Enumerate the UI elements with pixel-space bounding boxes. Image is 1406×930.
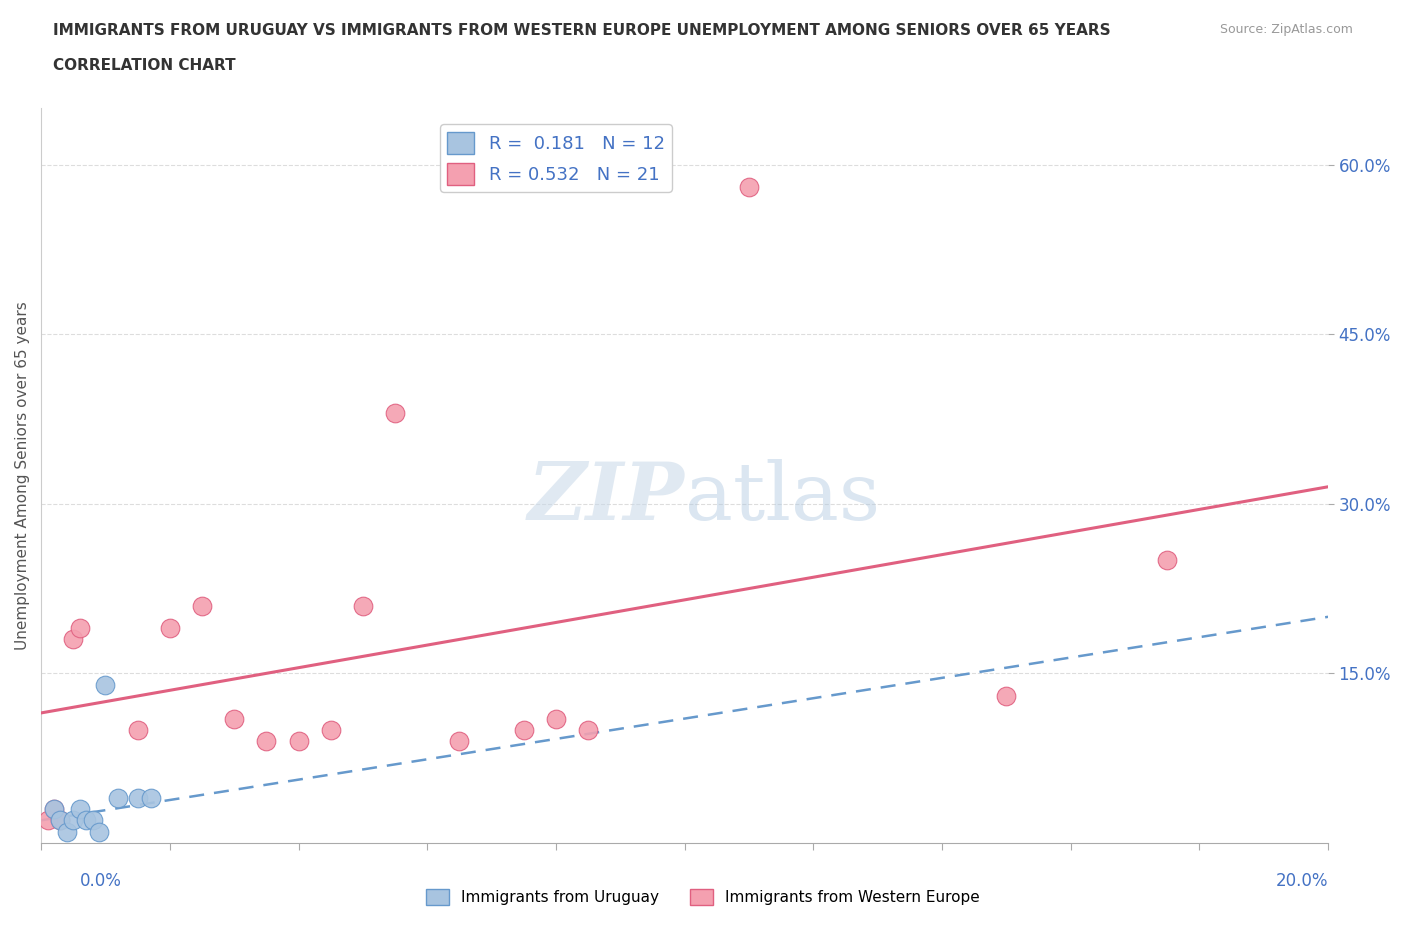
Point — [82, 813, 104, 828]
Point — [107, 790, 129, 805]
Point — [544, 711, 567, 726]
Text: 20.0%: 20.0% — [1277, 872, 1329, 890]
Point — [75, 813, 97, 828]
Text: ZIP: ZIP — [527, 458, 685, 537]
Point — [37, 813, 59, 828]
Text: CORRELATION CHART: CORRELATION CHART — [53, 58, 236, 73]
Point — [352, 598, 374, 613]
Y-axis label: Unemployment Among Seniors over 65 years: Unemployment Among Seniors over 65 years — [15, 301, 30, 650]
Point — [62, 632, 84, 647]
Point — [1156, 552, 1178, 567]
Point — [449, 734, 471, 749]
Point — [995, 688, 1018, 703]
Point — [94, 677, 117, 692]
Point — [69, 802, 91, 817]
Point — [224, 711, 246, 726]
Point — [87, 824, 110, 839]
Point — [139, 790, 162, 805]
Text: atlas: atlas — [685, 458, 880, 537]
Point — [62, 813, 84, 828]
Text: Source: ZipAtlas.com: Source: ZipAtlas.com — [1219, 23, 1353, 36]
Point — [127, 723, 149, 737]
Point — [254, 734, 277, 749]
Point — [127, 790, 149, 805]
Legend: Immigrants from Uruguay, Immigrants from Western Europe: Immigrants from Uruguay, Immigrants from… — [420, 883, 986, 911]
Point — [287, 734, 309, 749]
Point — [576, 723, 599, 737]
Point — [738, 179, 761, 194]
Point — [69, 620, 91, 635]
Point — [42, 802, 65, 817]
Point — [512, 723, 534, 737]
Point — [159, 620, 181, 635]
Legend: R =  0.181   N = 12, R = 0.532   N = 21: R = 0.181 N = 12, R = 0.532 N = 21 — [440, 125, 672, 192]
Point — [319, 723, 342, 737]
Text: IMMIGRANTS FROM URUGUAY VS IMMIGRANTS FROM WESTERN EUROPE UNEMPLOYMENT AMONG SEN: IMMIGRANTS FROM URUGUAY VS IMMIGRANTS FR… — [53, 23, 1111, 38]
Text: 0.0%: 0.0% — [80, 872, 122, 890]
Point — [42, 802, 65, 817]
Point — [384, 405, 406, 420]
Point — [49, 813, 72, 828]
Point — [191, 598, 214, 613]
Point — [56, 824, 79, 839]
Point — [49, 813, 72, 828]
